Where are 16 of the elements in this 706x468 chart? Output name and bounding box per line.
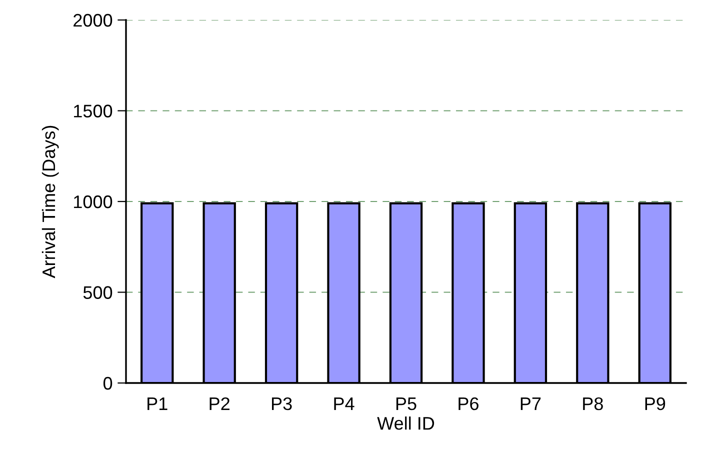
x-axis-title: Well ID bbox=[377, 416, 434, 430]
y-tick-label: 500 bbox=[83, 286, 112, 299]
x-tick-label: P2 bbox=[210, 397, 230, 410]
y-tick-label: 0 bbox=[103, 376, 112, 390]
x-tick-label: P5 bbox=[396, 398, 416, 410]
y-tick-label: 1000 bbox=[74, 195, 112, 208]
y-tick-label: 2000 bbox=[74, 14, 112, 27]
x-tick-label: P4 bbox=[334, 398, 354, 410]
x-tick-label: P3 bbox=[272, 397, 292, 410]
x-tick-label: P8 bbox=[583, 397, 603, 410]
x-tick-label: P7 bbox=[520, 398, 541, 410]
y-tick-label: 1500 bbox=[74, 104, 112, 118]
x-tick-label: P9 bbox=[645, 397, 666, 410]
x-tick-label: P1 bbox=[148, 398, 168, 410]
x-tick-label: P6 bbox=[458, 397, 478, 410]
y-axis-title: Arrival Time (Days) bbox=[42, 126, 59, 278]
